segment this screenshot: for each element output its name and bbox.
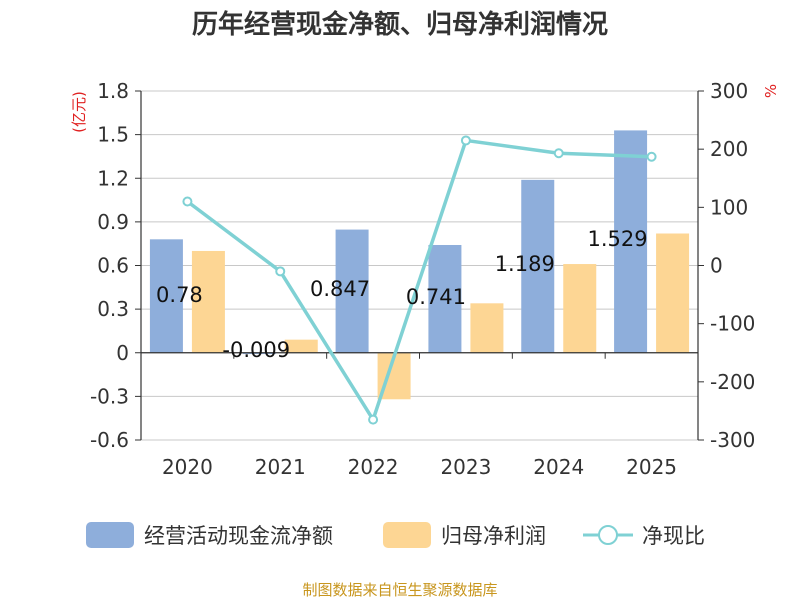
data-label: 0.741 [406,285,466,309]
y-right-tick-label: -300 [710,428,755,452]
bar-net-profit [191,250,225,353]
y-left-tick-label: -0.6 [90,428,129,452]
y-left-tick-label: 0 [116,341,129,365]
legend: 经营活动现金流净额 归母净利润 净现比 [86,522,705,548]
y-right-tick-label: -200 [710,370,755,394]
bar-net-profit [284,339,318,353]
line-point [368,414,379,425]
bar-net-profit [563,264,597,353]
y-right-tick-label: -100 [710,312,755,336]
y-left-tick-label: 0.9 [97,210,129,234]
y-left-tick-label: 0.3 [97,297,129,321]
data-label: 1.529 [588,227,648,251]
x-tick-label: 2022 [348,455,399,479]
axes-layer: -0.6 -0.3 0 0.3 0.6 0.9 1.2 1.5 1.8 -300 -200 -100 0… [90,79,755,479]
line-point [646,151,657,162]
legend-label-operating-cashflow: 经营活动现金流净额 [144,524,333,548]
legend-swatch-net-profit [383,522,431,548]
bar-operating-cashflow [614,130,648,353]
x-tick-label: 2024 [533,455,584,479]
data-labels-layer: 0.78 -0.009 0.847 0.741 1.189 1.529 [156,227,648,362]
legend-marker-net-cash-ratio [598,525,618,545]
y-left-tick-label: -0.3 [90,384,129,408]
line-point [460,135,471,146]
y-left-unit: (亿元) [70,91,88,133]
y-left-tick-label: 1.2 [97,166,129,190]
line-layer [182,135,657,425]
data-label: -0.009 [222,338,290,362]
source-note: 制图数据来自恒生聚源数据库 [302,581,497,599]
y-right-unit: % [762,84,780,98]
y-right-tick-label: 300 [710,79,748,103]
x-tick-label: 2025 [626,455,677,479]
x-tick-label: 2021 [255,455,306,479]
y-right-tick-label: 0 [710,254,723,278]
legend-label-net-profit: 归母净利润 [441,524,546,548]
bar-operating-cashflow [149,239,183,353]
bar-net-profit [470,303,504,353]
bars-layer [149,130,690,400]
bar-operating-cashflow [242,352,276,355]
y-right-tick-label: 200 [710,137,748,161]
x-tick-label: 2020 [162,455,213,479]
line-point [275,266,286,277]
y-left-tick-label: 1.5 [97,123,129,147]
legend-swatch-operating-cashflow [86,522,134,548]
data-label: 0.847 [310,277,370,301]
bar-operating-cashflow [521,179,555,353]
line-net-cash-ratio [186,138,652,422]
legend-label-net-cash-ratio: 净现比 [642,524,705,548]
bar-operating-cashflow [335,229,369,353]
data-label: 1.189 [495,252,555,276]
y-left-tick-label: 1.8 [97,79,129,103]
bar-net-profit [656,233,690,353]
line-point [553,148,564,159]
y-left-tick-label: 0.6 [97,254,129,278]
data-label: 0.78 [156,283,203,307]
line-point [182,196,193,207]
y-right-tick-label: 100 [710,195,748,219]
chart-title: 历年经营现金净额、归母净利润情况 [192,9,608,40]
bar-operating-cashflow [428,244,462,353]
x-tick-label: 2023 [440,455,491,479]
